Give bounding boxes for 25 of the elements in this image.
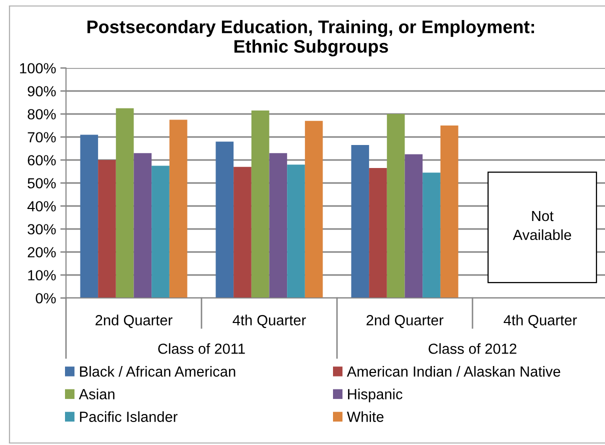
y-tick-label: 10% xyxy=(28,270,56,280)
x-tick-label: 2nd Quarter xyxy=(366,314,444,328)
chart-title: Postsecondary Education, Training, or Employment: Ethnic Subgroups xyxy=(87,20,534,56)
x-tick-label: 4th Quarter xyxy=(232,314,306,328)
legend-label: Pacific Islander xyxy=(80,411,178,422)
x-tick-label: 2nd Quarter xyxy=(96,314,172,328)
legend-label: White xyxy=(346,411,384,422)
y-tick-label: 40% xyxy=(27,201,56,212)
legend-label: Hispanic xyxy=(348,388,402,402)
legend-label: Black / African American xyxy=(80,366,236,377)
x-tick-label: 4th Quarter xyxy=(504,314,577,328)
annotation: Not Available xyxy=(512,211,572,240)
legend-label: Asian xyxy=(78,388,114,400)
y-tick-label: 50% xyxy=(28,178,56,188)
text: Class of 2012 xyxy=(428,343,516,354)
text: Class of 2011 xyxy=(158,343,245,354)
y-tick-label: 30% xyxy=(28,224,56,234)
y-tick-label: 90% xyxy=(28,86,56,96)
y-tick-label: 60% xyxy=(28,155,56,166)
y-tick-label: 100% xyxy=(20,63,56,74)
y-tick-label: 80% xyxy=(28,109,56,120)
y-tick-label: 0% xyxy=(36,293,56,304)
legend-label: American Indian / Alaskan Native xyxy=(346,366,560,377)
y-tick-label: 20% xyxy=(28,247,56,258)
y-tick-label: 70% xyxy=(28,132,56,142)
